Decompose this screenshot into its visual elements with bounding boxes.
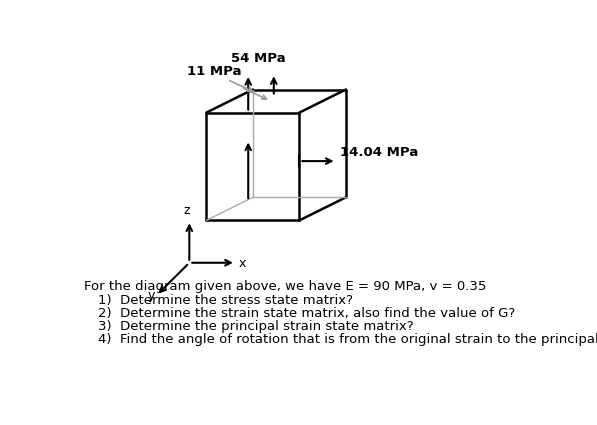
Text: 1)  Determine the stress state matrix?: 1) Determine the stress state matrix? [98, 294, 353, 306]
Text: 11 MPa: 11 MPa [187, 65, 242, 78]
Text: 3)  Determine the principal strain state matrix?: 3) Determine the principal strain state … [98, 320, 414, 333]
Text: 14.04 MPa: 14.04 MPa [340, 146, 418, 159]
Text: x: x [238, 257, 245, 269]
Text: z: z [184, 204, 190, 217]
Text: 2)  Determine the strain state matrix, also find the value of G?: 2) Determine the strain state matrix, al… [98, 307, 515, 320]
Text: For the diagram given above, we have E = 90 MPa, v = 0.35: For the diagram given above, we have E =… [84, 280, 487, 293]
Text: 54 MPa: 54 MPa [231, 52, 286, 65]
Text: y: y [147, 289, 155, 302]
Text: 4)  Find the angle of rotation that is from the original strain to the principal: 4) Find the angle of rotation that is fr… [98, 333, 597, 346]
